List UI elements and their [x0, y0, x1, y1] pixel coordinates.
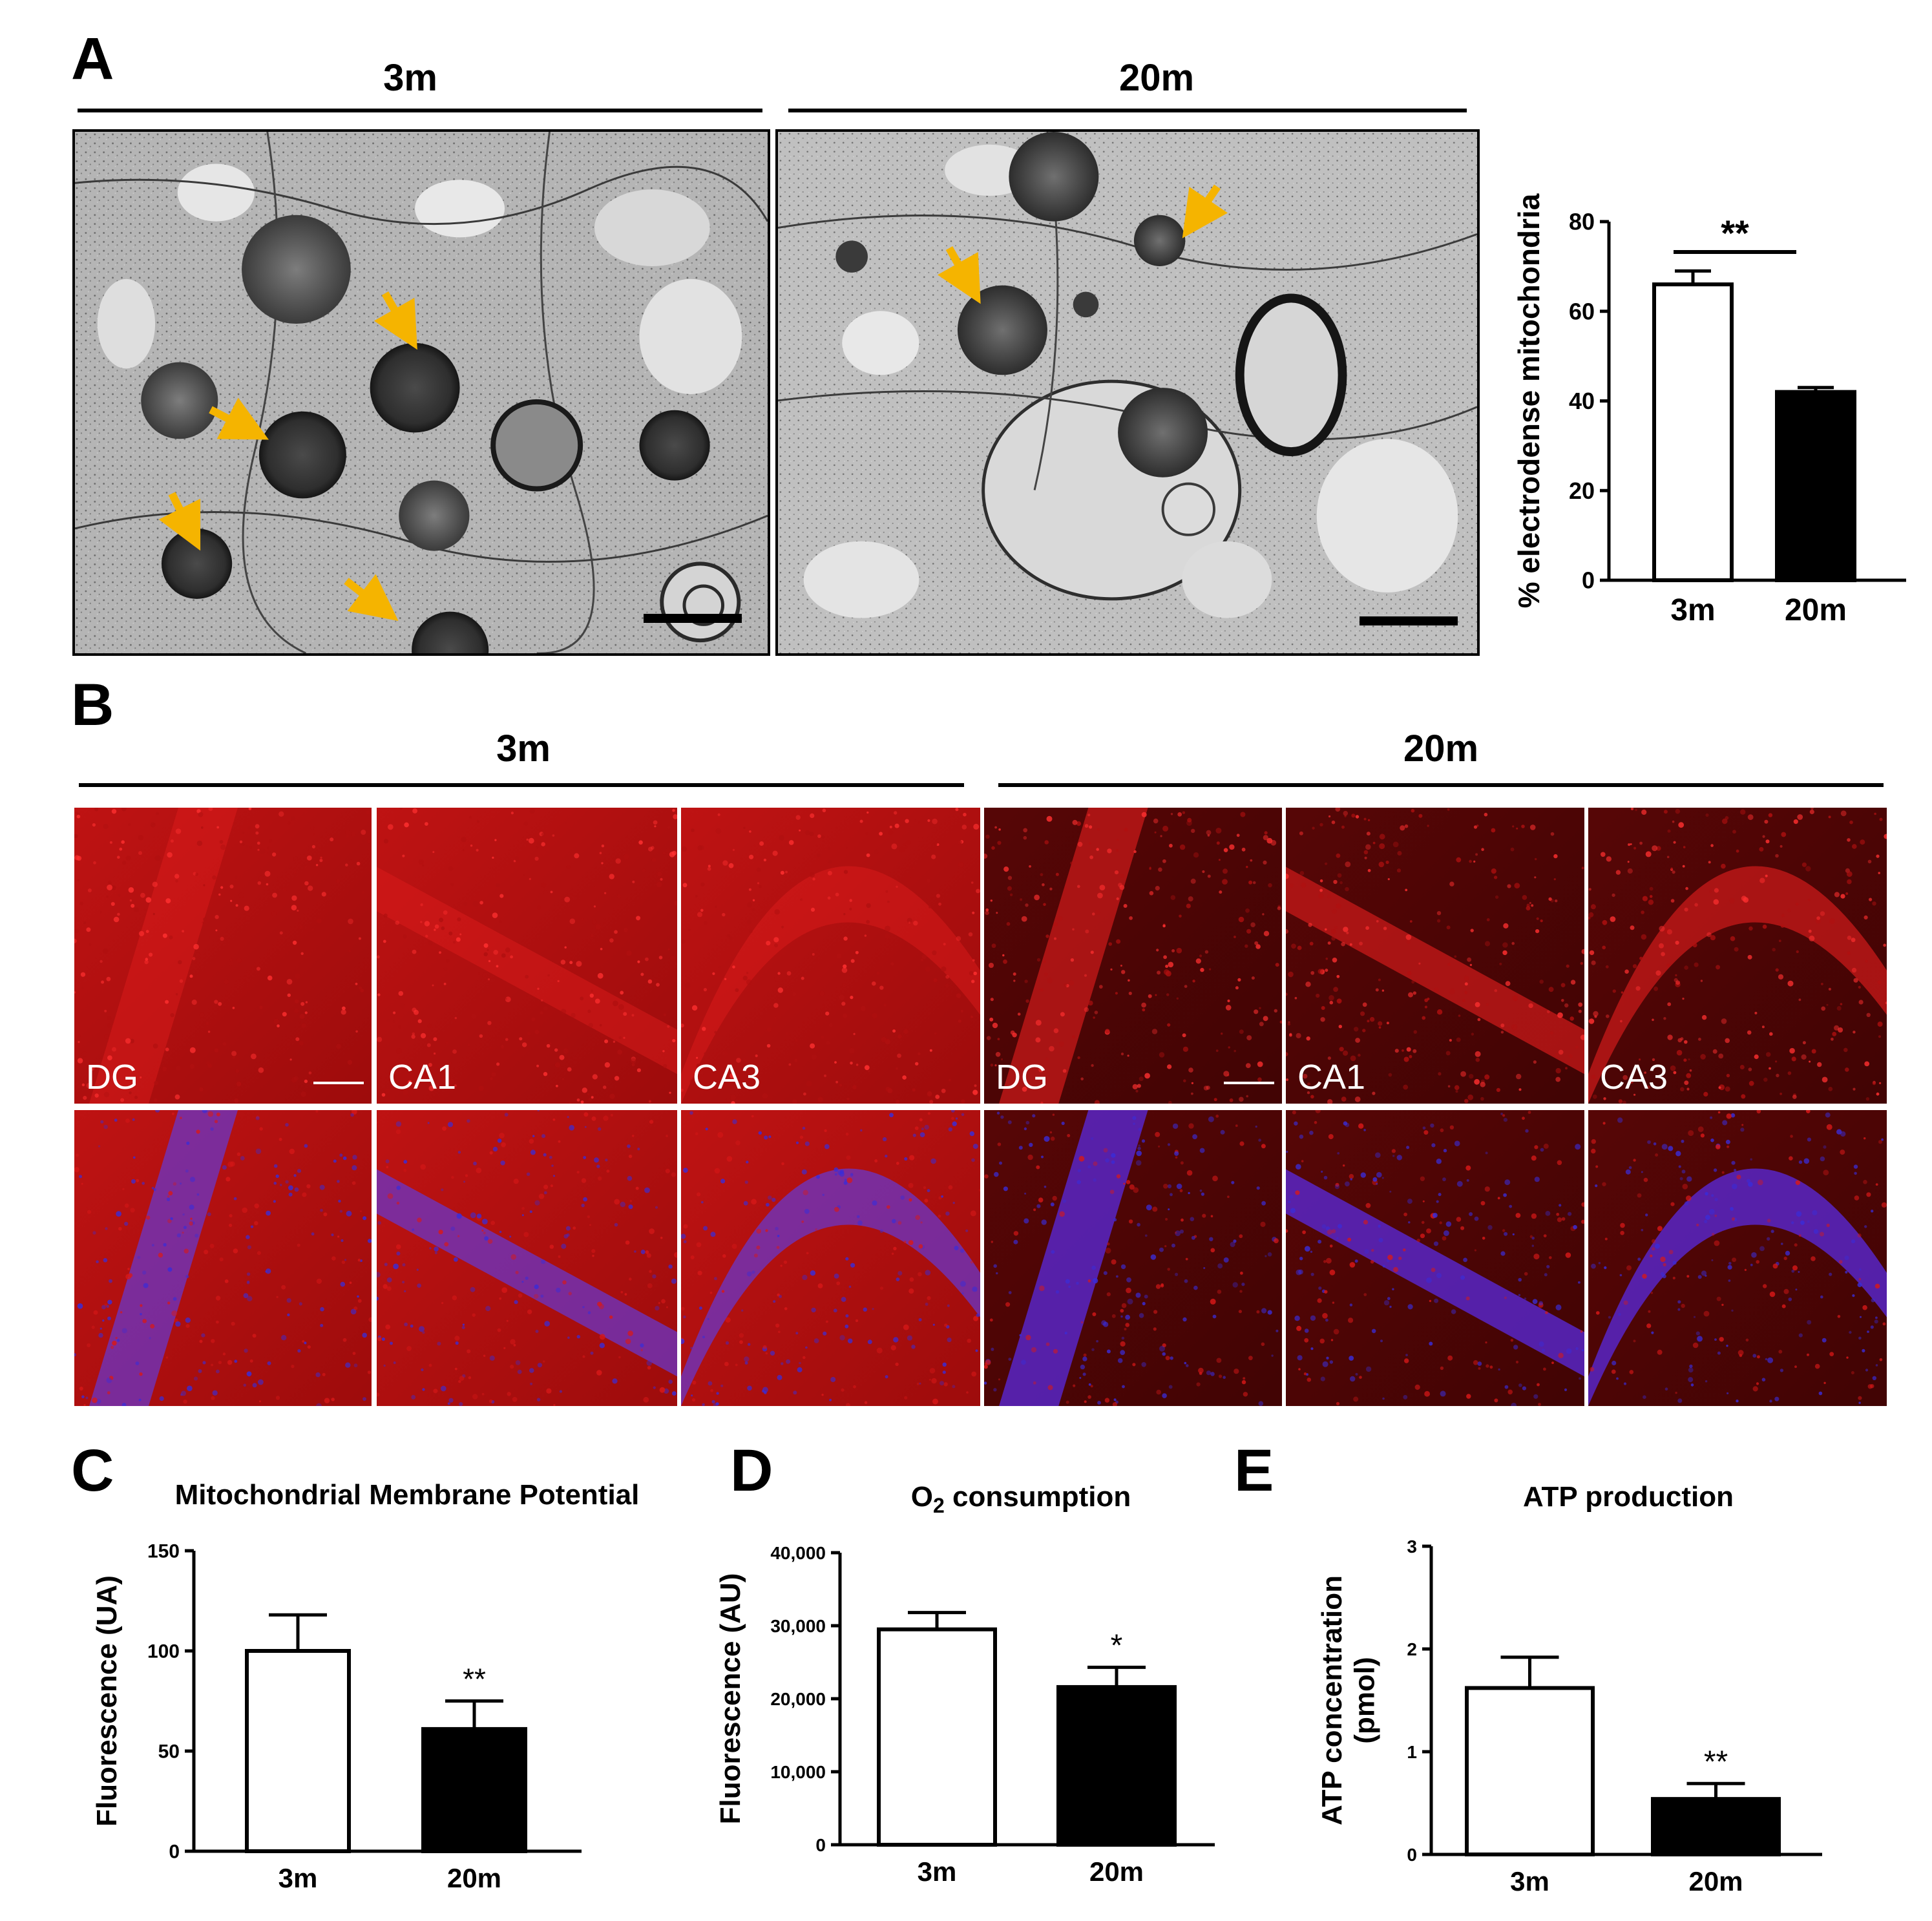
chart-d-category-label-20m: 20m — [1089, 1856, 1144, 1887]
panel-a-group-20m-label: 20m — [1118, 57, 1195, 99]
panel-b-group-3m-line — [79, 783, 964, 787]
em-20m-scale-bar — [1360, 616, 1458, 625]
region-label-20m-dg: DG — [996, 1058, 1048, 1097]
fluorescence-image-20m-dg-red: DG — [984, 808, 1282, 1104]
chart-d-bar-20m — [1056, 1685, 1177, 1847]
panel-d-letter: D — [730, 1438, 773, 1504]
chart-d-svg: 0 10,000 20,000 30,000 40,000 Fluorescence (A… — [715, 1543, 1215, 1887]
chart-e-y-tick-label: 2 — [1407, 1639, 1417, 1659]
chart-c-category-label-3m: 3m — [278, 1863, 318, 1893]
chart-a-y-tick-label: 80 — [1569, 209, 1595, 235]
chart-a-bar-20m — [1775, 390, 1856, 582]
chart-a: 0 20 40 60 80 % electrodense mitochondria 3m 20… — [1506, 129, 1919, 659]
chart-d-significance: * — [1111, 1628, 1123, 1663]
chart-d: 0 10,000 20,000 30,000 40,000 Fluorescence (A… — [711, 1525, 1247, 1913]
chart-c-y-tick-label: 50 — [158, 1741, 180, 1763]
panel-b-letter: B — [71, 672, 114, 738]
chart-d-bar-3m — [877, 1627, 997, 1847]
em-image-20m — [775, 129, 1480, 656]
chart-c-y-label: Fluorescence (UA) — [91, 1575, 123, 1827]
panel-a-group-3m-line — [78, 109, 762, 112]
chart-c-title: Mitochondrial Membrane Potential — [174, 1479, 640, 1511]
chart-c-y-tick-label: 150 — [147, 1541, 180, 1562]
chart-d-y-tick-label: 0 — [815, 1835, 826, 1855]
fluorescence-image-3m-ca3-red: CA3 — [681, 808, 980, 1104]
chart-e-category-label-20m: 20m — [1688, 1866, 1743, 1896]
fluorescence-image-3m-ca1-red: CA1 — [377, 808, 677, 1104]
chart-d-title-sub: 2 — [933, 1493, 945, 1517]
panel-c-letter: C — [71, 1438, 114, 1504]
panel-e-letter: E — [1234, 1438, 1274, 1504]
fluorescence-image-3m-ca3-merge — [681, 1110, 980, 1406]
em-3m-scale-bar — [644, 614, 742, 623]
panel-b-group-20m-line — [998, 783, 1884, 787]
chart-a-bar-3m — [1652, 282, 1734, 582]
fluorescence-image-20m-dg-merge — [984, 1110, 1282, 1406]
fluorescence-image-20m-ca3-merge — [1588, 1110, 1887, 1406]
chart-d-y-tick-label: 40,000 — [770, 1543, 826, 1563]
chart-d-title-rest: consumption — [944, 1481, 1131, 1513]
chart-a-y-label: % electrodense mitochondria — [1512, 193, 1546, 608]
chart-e-svg: 0 1 2 3 ATP concentration(pmol) 3m 20m ** — [1316, 1537, 1822, 1896]
chart-e-y-tick-label: 3 — [1407, 1537, 1417, 1557]
chart-a-category-label-3m: 3m — [1670, 593, 1715, 627]
chart-a-y-tick-label: 0 — [1582, 567, 1595, 594]
em-20m-arrows — [937, 184, 1228, 304]
fluorescence-image-3m-dg-red: DG — [74, 808, 372, 1104]
chart-e-y-label: ATP concentration(pmol) — [1318, 1575, 1380, 1825]
chart-d-category-label-3m: 3m — [918, 1856, 957, 1887]
chart-e: 0 1 2 3 ATP concentration(pmol) 3m 20m ** — [1316, 1525, 1900, 1913]
chart-a-y-tick-label: 40 — [1569, 388, 1595, 414]
panel-a-group-3m-label: 3m — [383, 57, 437, 99]
chart-a-y-tick-label: 20 — [1569, 478, 1595, 504]
chart-c-y-tick-label: 0 — [169, 1842, 180, 1863]
fluorescence-scale-bar — [1224, 1082, 1274, 1084]
chart-d-y-tick-label: 30,000 — [770, 1616, 826, 1636]
fluorescence-image-3m-dg-merge — [74, 1110, 372, 1406]
chart-d-y-tick-label: 10,000 — [770, 1762, 826, 1782]
chart-c-significance: ** — [463, 1663, 486, 1696]
chart-c-bar-20m — [421, 1727, 527, 1853]
chart-e-bar-20m — [1651, 1797, 1781, 1857]
region-label-3m-ca3: CA3 — [693, 1058, 761, 1097]
chart-e-category-label-3m: 3m — [1510, 1866, 1549, 1896]
chart-c: 0 50 100 150 Fluorescence (UA) 3m 20m ** — [84, 1525, 601, 1913]
chart-a-category-label-20m: 20m — [1785, 593, 1847, 627]
chart-e-significance: ** — [1704, 1745, 1728, 1779]
fluorescence-image-20m-ca1-red: CA1 — [1286, 808, 1584, 1104]
chart-e-bar-3m — [1465, 1686, 1595, 1856]
region-label-3m-ca1: CA1 — [388, 1058, 457, 1097]
chart-e-title: ATP production — [1523, 1481, 1734, 1513]
fluorescence-image-20m-ca3-red: CA3 — [1588, 808, 1887, 1104]
chart-e-y-tick-label: 1 — [1407, 1742, 1417, 1762]
em-3m-arrows — [158, 291, 417, 621]
fluorescence-scale-bar — [313, 1082, 364, 1084]
fluorescence-image-3m-ca1-merge — [377, 1110, 677, 1406]
fluorescence-image-20m-ca1-merge — [1286, 1110, 1584, 1406]
chart-a-svg: 0 20 40 60 80 % electrodense mitochondria 3m 20… — [1512, 193, 1906, 627]
region-label-20m-ca3: CA3 — [1600, 1058, 1668, 1097]
region-label-3m-dg: DG — [86, 1058, 138, 1097]
panel-b-group-3m-label: 3m — [496, 728, 551, 770]
chart-d-title-main: O — [910, 1481, 933, 1513]
chart-d-y-label: Fluorescence (AU) — [715, 1573, 746, 1825]
chart-c-bar-3m — [245, 1649, 351, 1853]
region-label-20m-ca1: CA1 — [1297, 1058, 1366, 1097]
chart-d-title: O2 consumption — [814, 1483, 1228, 1516]
chart-c-svg: 0 50 100 150 Fluorescence (UA) 3m 20m ** — [91, 1541, 582, 1893]
panel-a-group-20m-line — [788, 109, 1467, 112]
chart-c-category-label-20m: 20m — [447, 1863, 501, 1893]
chart-a-significance: ** — [1721, 213, 1749, 253]
panel-b-group-20m-label: 20m — [1403, 728, 1479, 770]
em-image-3m — [72, 129, 770, 656]
chart-d-y-tick-label: 20,000 — [770, 1689, 826, 1709]
chart-e-y-tick-label: 0 — [1407, 1845, 1417, 1865]
panel-a-letter: A — [71, 26, 114, 92]
chart-a-y-tick-label: 60 — [1569, 298, 1595, 324]
chart-c-y-tick-label: 100 — [147, 1641, 180, 1663]
